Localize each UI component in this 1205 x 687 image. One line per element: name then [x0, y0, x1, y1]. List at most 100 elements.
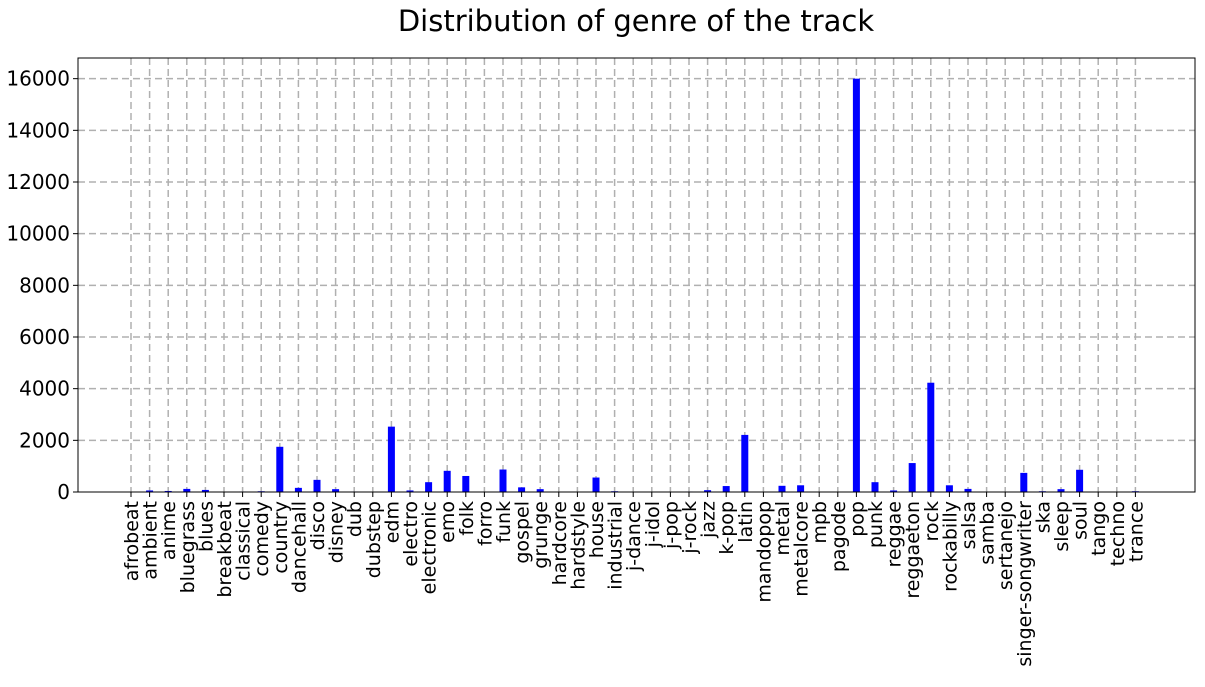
x-tick-label: country	[270, 501, 292, 574]
y-tick-label: 8000	[19, 273, 70, 297]
y-tick-label: 12000	[6, 170, 70, 194]
x-tick-label: anime	[158, 501, 180, 560]
bar-country	[276, 446, 284, 492]
x-tick-label: funk	[493, 501, 515, 543]
bar-reggaeton	[908, 463, 916, 492]
x-tick-label: gospel	[512, 501, 534, 564]
y-tick-label: 6000	[19, 325, 70, 349]
bar-k-pop	[722, 486, 730, 492]
bar-anime	[164, 490, 172, 492]
y-tick-label: 4000	[19, 377, 70, 401]
x-tick-label: pagode	[828, 501, 850, 572]
x-tick-label: disney	[326, 501, 348, 563]
grid	[78, 58, 1195, 492]
y-tick-label: 2000	[19, 428, 70, 452]
x-tick-label: j-pop	[660, 501, 682, 550]
x-tick-label: classical	[233, 501, 255, 581]
bar-ambient	[146, 490, 154, 492]
x-tick-label: bluegrass	[177, 501, 199, 593]
x-tick-label: electro	[400, 501, 422, 567]
x-tick-label: edm	[381, 501, 403, 543]
bar-dancehall	[294, 487, 302, 492]
x-tick-label: sleep	[1051, 501, 1073, 552]
x-tick-label: electronic	[419, 501, 441, 594]
chart-title: Distribution of genre of the track	[398, 4, 875, 38]
bar-metalcore	[797, 485, 805, 492]
bar-folk	[462, 475, 470, 492]
bar-singer-songwriter	[1020, 472, 1028, 492]
x-tick-label: hardcore	[549, 501, 571, 585]
x-tick-label: jazz	[698, 501, 720, 539]
y-tick-label: 0	[57, 480, 70, 504]
x-tick-label: j-idol	[642, 501, 664, 548]
x-tick-label: salsa	[958, 501, 980, 549]
bar-sleep	[1057, 489, 1065, 492]
x-tick-label: latin	[735, 501, 757, 543]
bar-funk	[499, 469, 507, 492]
bar-electro	[406, 490, 414, 492]
x-tick-label: emo	[437, 501, 459, 543]
bar-disco	[313, 479, 321, 492]
bar-electronic	[425, 482, 433, 492]
x-tick-label: breakbeat	[214, 501, 236, 598]
x-tick-label: metal	[772, 501, 794, 556]
x-tick-label: punk	[865, 501, 887, 548]
bar-disney	[332, 489, 340, 492]
bar-house	[592, 477, 600, 492]
y-axis: 0 2000 4000 6000 8000 10000 12000 14000 16000	[6, 67, 78, 504]
x-tick-label: comedy	[251, 501, 273, 577]
x-axis: afrobeatambientanimebluegrassbluesbreakb…	[121, 492, 1147, 667]
bar-pop	[852, 78, 860, 493]
y-tick-label: 16000	[6, 67, 70, 91]
x-tick-label: singer-songwriter	[1014, 501, 1036, 667]
bar-grunge	[536, 489, 544, 492]
x-tick-label: blues	[195, 501, 217, 552]
bar-edm	[387, 426, 395, 492]
bar-rockabilly	[945, 485, 953, 492]
y-tick-label: 14000	[6, 118, 70, 142]
bar-salsa	[964, 488, 972, 492]
x-tick-label: mandopop	[753, 501, 775, 603]
x-tick-label: k-pop	[716, 501, 738, 555]
bar-latin	[741, 434, 749, 492]
x-tick-label: house	[586, 501, 608, 558]
bar-rock	[927, 382, 935, 492]
x-tick-label: reggaeton	[902, 501, 924, 599]
x-tick-label: afrobeat	[121, 501, 143, 581]
bar-punk	[871, 482, 879, 492]
x-tick-label: rock	[921, 501, 943, 541]
x-tick-label: forro	[474, 501, 496, 546]
bar-bluegrass	[183, 488, 191, 492]
bar-reggae	[890, 490, 898, 492]
bar-blues	[201, 489, 209, 492]
x-tick-label: ska	[1032, 501, 1054, 533]
x-tick-label: rockabilly	[939, 501, 961, 592]
x-tick-label: tango	[1088, 501, 1110, 556]
x-tick-label: industrial	[605, 501, 627, 590]
x-tick-label: disco	[307, 501, 329, 550]
x-tick-label: trance	[1125, 501, 1147, 562]
bar-soul	[1076, 469, 1084, 492]
bar-gospel	[518, 487, 526, 492]
x-tick-label: pop	[846, 501, 868, 537]
x-tick-label: dubstep	[363, 501, 385, 578]
x-tick-label: dancehall	[288, 501, 310, 593]
x-tick-label: sertanejo	[995, 501, 1017, 590]
x-tick-label: dub	[344, 501, 366, 537]
y-tick-label: 10000	[6, 222, 70, 246]
bar-emo	[443, 470, 451, 492]
x-tick-label: grunge	[530, 501, 552, 569]
plot-area-frame	[77, 57, 1196, 493]
x-tick-label: soul	[1070, 501, 1092, 540]
bar-metal	[778, 485, 786, 492]
x-tick-label: hardstyle	[567, 501, 589, 590]
x-tick-label: folk	[456, 501, 478, 536]
bar-jazz	[704, 490, 712, 492]
x-tick-label: j-rock	[679, 501, 701, 555]
x-tick-label: reggae	[884, 501, 906, 568]
x-tick-label: samba	[977, 501, 999, 565]
x-tick-label: metalcore	[791, 501, 813, 597]
x-tick-label: ambient	[140, 501, 162, 580]
